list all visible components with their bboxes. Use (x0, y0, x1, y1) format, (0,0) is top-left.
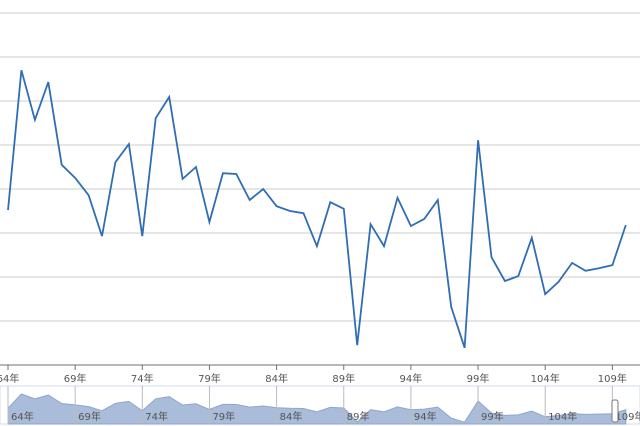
slider-label: 64年 (11, 410, 34, 423)
x-tick-label: 99年 (467, 372, 490, 385)
slider-handle[interactable] (611, 399, 619, 423)
slider-label: 69年 (78, 410, 101, 423)
slider-label: 99年 (481, 410, 504, 423)
x-tick-label: 74年 (131, 372, 154, 385)
x-tick-label: 69年 (64, 372, 87, 385)
x-tick-label: 94年 (400, 372, 423, 385)
slider-label: 79年 (212, 410, 235, 423)
data-line (7, 69, 627, 349)
slider-label: 109年 (615, 410, 640, 423)
slider-label: 84年 (280, 410, 303, 423)
slider-label: 104年 (548, 410, 577, 423)
slider-label: 74年 (145, 410, 168, 423)
x-tick-label: 84年 (265, 372, 288, 385)
x-tick-label: 109年 (598, 372, 627, 385)
x-tick-label: 79年 (198, 372, 221, 385)
x-tick-label: 64年 (0, 372, 19, 385)
mini-area (7, 393, 627, 425)
slider-label: 94年 (414, 410, 437, 423)
x-tick-label: 104年 (531, 372, 560, 385)
slider-label: 89年 (347, 410, 370, 423)
x-tick-label: 89年 (332, 372, 355, 385)
